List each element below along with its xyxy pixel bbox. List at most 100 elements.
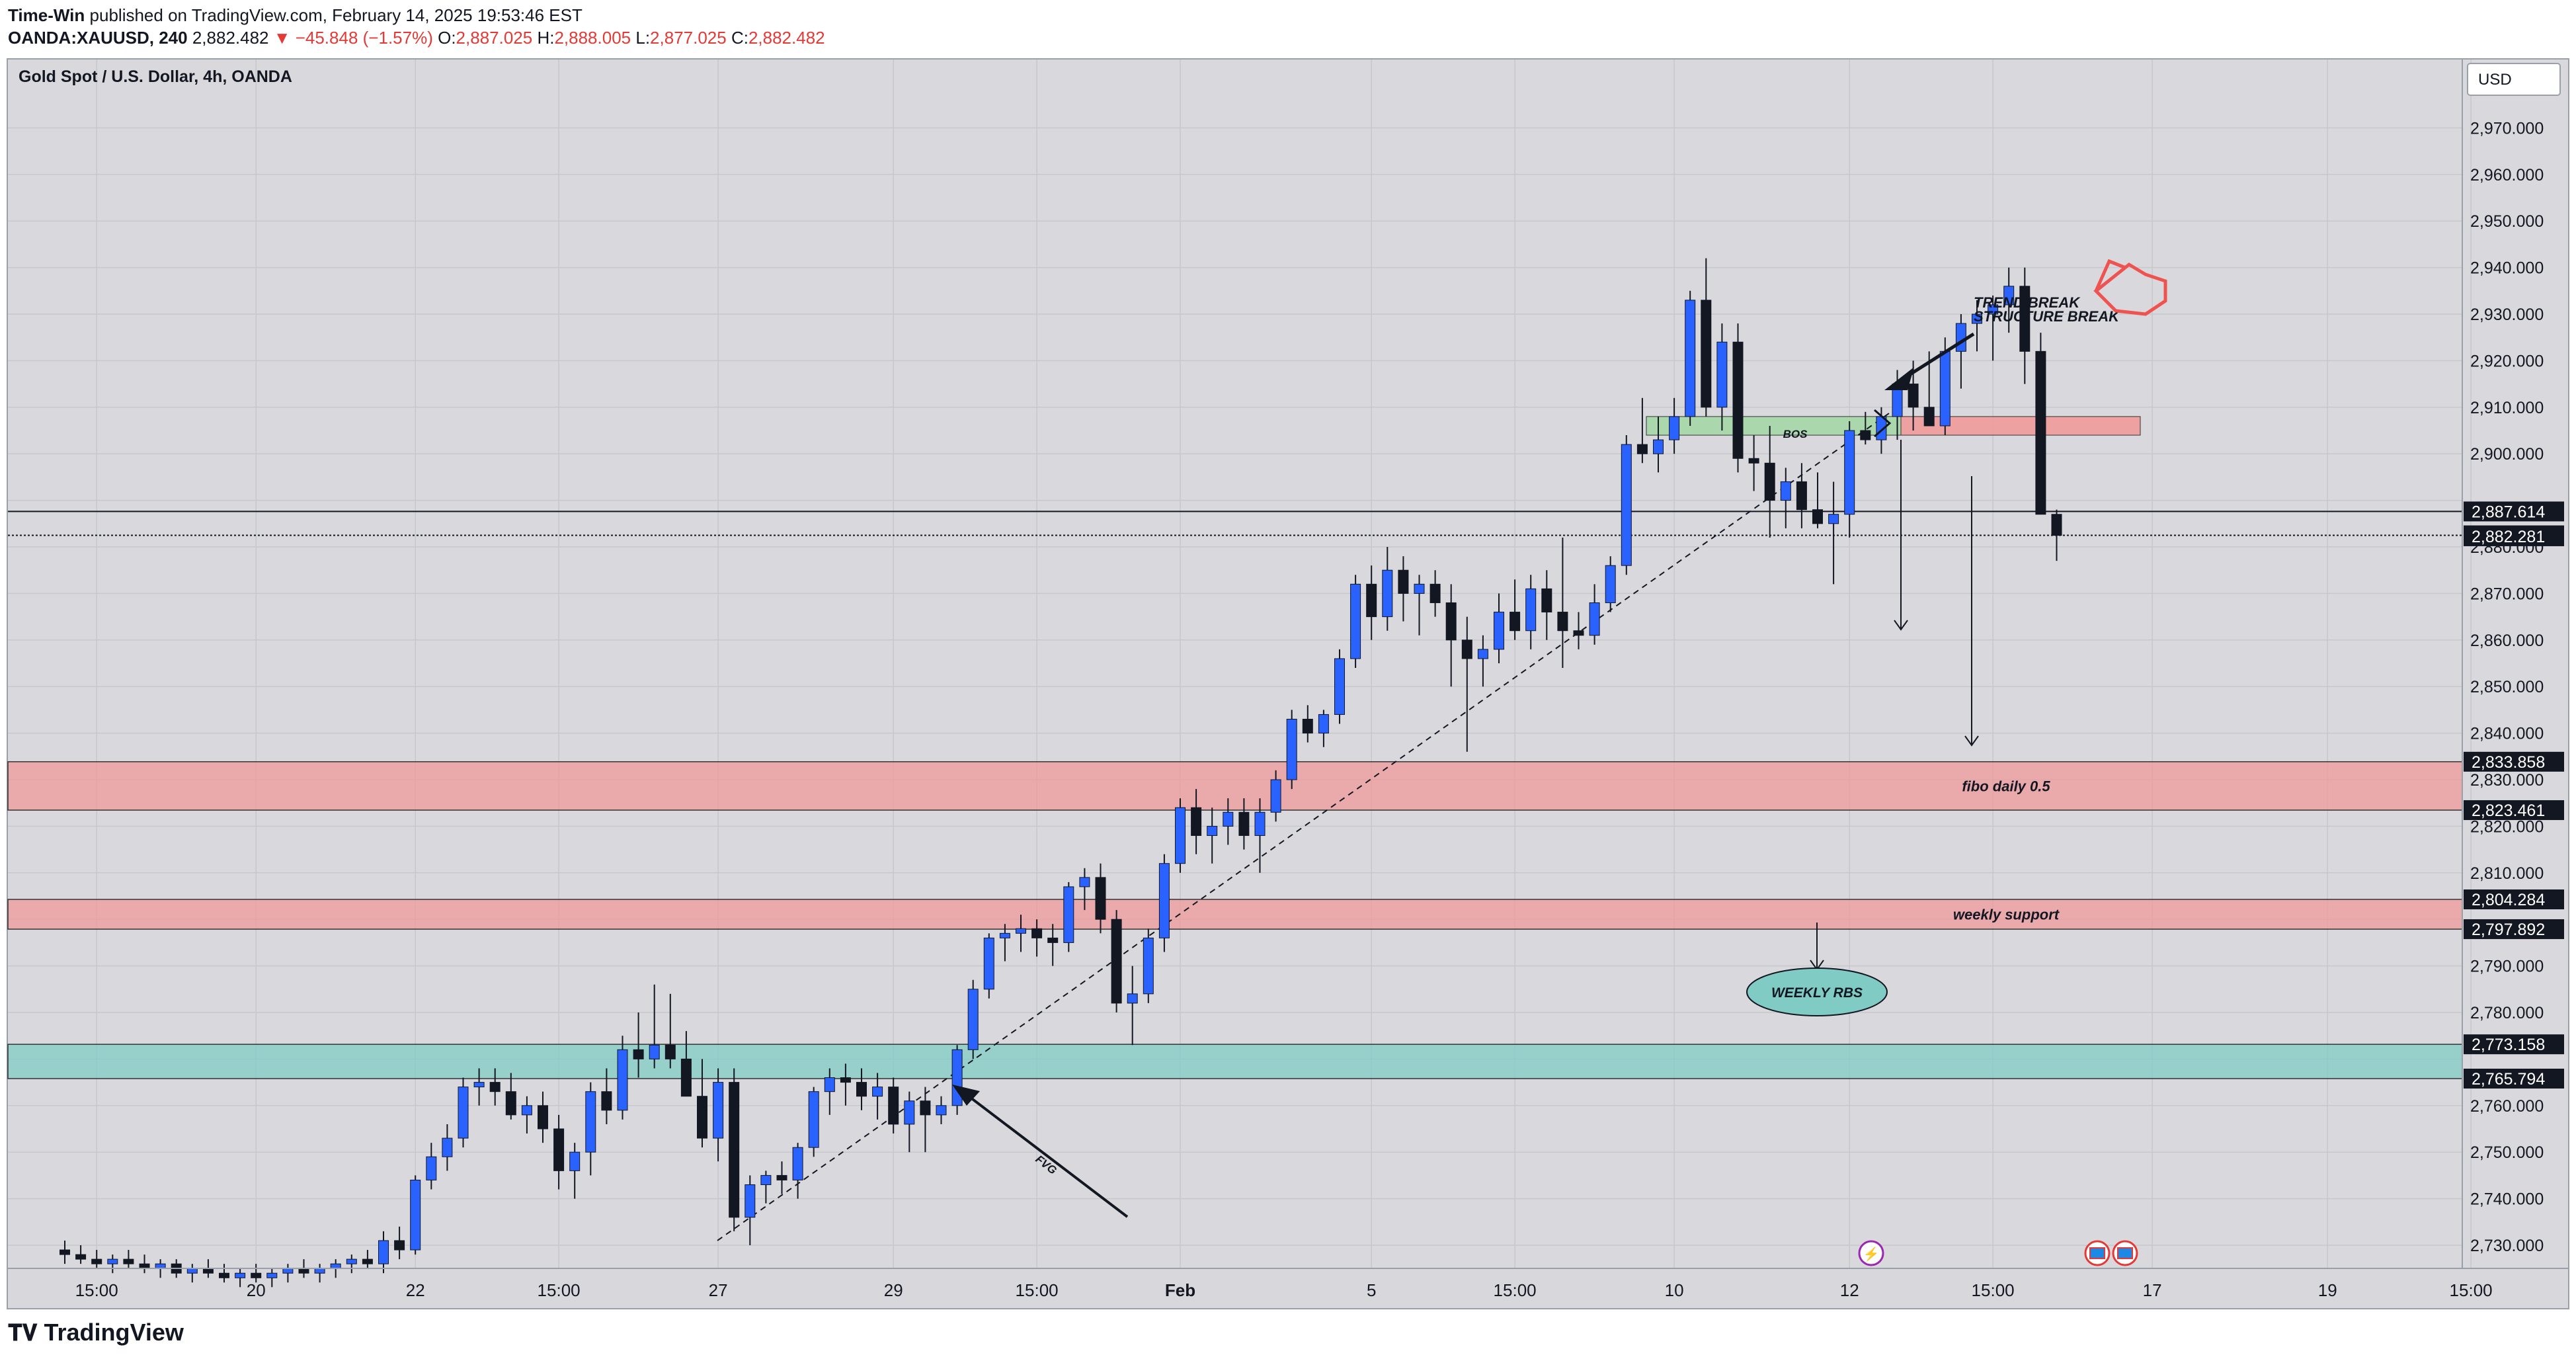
author-name[interactable]: Time-Win [8,5,85,25]
candle-down [298,1268,309,1274]
candle-down [776,1174,787,1180]
candle-down [1429,583,1441,603]
price-change: ▼ −45.848 (−1.57%) [273,28,433,48]
time-axis: 15:00 20 22 15:00 27 29 15:00 Feb 5 15:00 10 12 15:0… [8,1268,2568,1300]
candle-up [1079,877,1090,887]
candle-up [1828,514,1839,524]
candle-up [426,1156,437,1180]
price-tag-label: 2,833.858 [2472,753,2545,772]
candle-down [840,1077,851,1083]
x-tick-label: 15:00 [75,1280,118,1300]
candle-down [1557,612,1568,632]
chart-lines [8,406,2462,1241]
candle-down [91,1258,102,1264]
candle-down [1796,481,1807,511]
candle-up [1955,323,1966,352]
candle-up [872,1087,883,1097]
candle-up [808,1091,819,1148]
candle-down [1302,718,1313,734]
x-tick-label: 20 [247,1280,266,1300]
candle-up [1016,928,1026,934]
candle-up [1653,439,1664,454]
close-label: C: [731,28,748,48]
candle-down [1509,612,1521,632]
y-tick-label: 2,810.000 [2470,864,2544,883]
y-tick-label: 2,850.000 [2470,678,2544,696]
break-arrow-head [1884,367,1914,390]
candle-up [951,1049,963,1106]
candle-down [251,1272,262,1278]
candle-up [1844,430,1855,515]
candle-down [1238,811,1250,836]
candle-down [1923,407,1935,427]
candle-up [999,932,1010,938]
x-tick-label: 15:00 [2450,1280,2493,1300]
candle-up [617,1049,628,1111]
ohlc-legend: OANDA:XAUUSD, 240 2,882.482 ▼ −45.848 (−… [8,28,825,48]
price-tag [2464,501,2564,522]
x-tick-label: 22 [406,1280,425,1300]
candle-up [1669,416,1680,440]
price-tag-label: 2,882.281 [2472,528,2545,546]
plot-background [8,60,2462,1268]
candle-down [1764,462,1775,501]
price-tag-label: 2,887.614 [2472,503,2545,521]
candle-down [1031,928,1043,938]
y-tick-label: 2,950.000 [2470,212,2544,231]
symbol-label: OANDA:XAUUSD, 240 [8,28,188,48]
y-tick-label: 2,900.000 [2470,445,2544,464]
candle-up [649,1044,660,1059]
candle-down [856,1082,867,1097]
candle-up [713,1082,724,1139]
candle-down [1636,444,1648,454]
x-tick-label: 15:00 [1016,1280,1059,1300]
candle-up [585,1091,596,1153]
candle-up [1477,649,1488,659]
candle-up [569,1151,581,1171]
candle-down [75,1254,87,1260]
tradingview-logo[interactable]: 𝐓𝐕 TradingView [8,1319,184,1346]
candle-down [60,1249,70,1255]
candle-up [314,1268,325,1274]
candle-up [1988,304,1999,315]
trend-break-label: TREND BREAK [1974,294,2081,311]
candle-down [1573,630,1584,636]
pointing-hand-icon [2093,262,2167,316]
candle-up [904,1100,915,1125]
candle-up [410,1179,421,1251]
x-tick-label: 29 [884,1280,903,1300]
candle-up [1621,444,1632,566]
candle-down [1095,877,1106,920]
price-tag [2464,1069,2564,1089]
candle-up [1716,341,1728,408]
us-flag-icon [2089,1247,2105,1259]
candle-up [1063,886,1074,943]
y-tick-label: 2,730.000 [2470,1237,2544,1255]
close-value: 2,882.482 [748,28,825,48]
candle-up [1589,602,1600,636]
y-tick-label: 2,740.000 [2470,1190,2544,1209]
candle-down [553,1128,565,1171]
y-tick-label: 2,940.000 [2470,259,2544,278]
y-tick-label: 2,970.000 [2470,119,2544,138]
x-tick-label: 5 [1367,1280,1376,1300]
candle-up [1158,863,1170,938]
weekly-support-label: weekly support [1953,907,2060,923]
price-tag [2464,919,2564,940]
y-tick-label: 2,820.000 [2470,817,2544,836]
projection-arrow-2-head [1964,735,1979,747]
candle-up [1127,993,1138,1004]
x-tick-label: 15:00 [538,1280,581,1300]
weekly-rbs-label: WEEKLY RBS [1771,985,1863,1001]
y-tick-label: 2,930.000 [2470,306,2544,324]
fvg-arrow-line [961,1090,1129,1218]
x-tick-label: 15:00 [1494,1280,1537,1300]
candle-down [601,1091,612,1111]
fibo-zone [7,761,2463,811]
candle-up [792,1147,803,1180]
publish-date: published on TradingView.com, February 1… [89,5,583,25]
hand-finger-icon [2094,259,2126,292]
price-tag-label: 2,823.461 [2472,802,2545,820]
candle-up [521,1105,532,1116]
